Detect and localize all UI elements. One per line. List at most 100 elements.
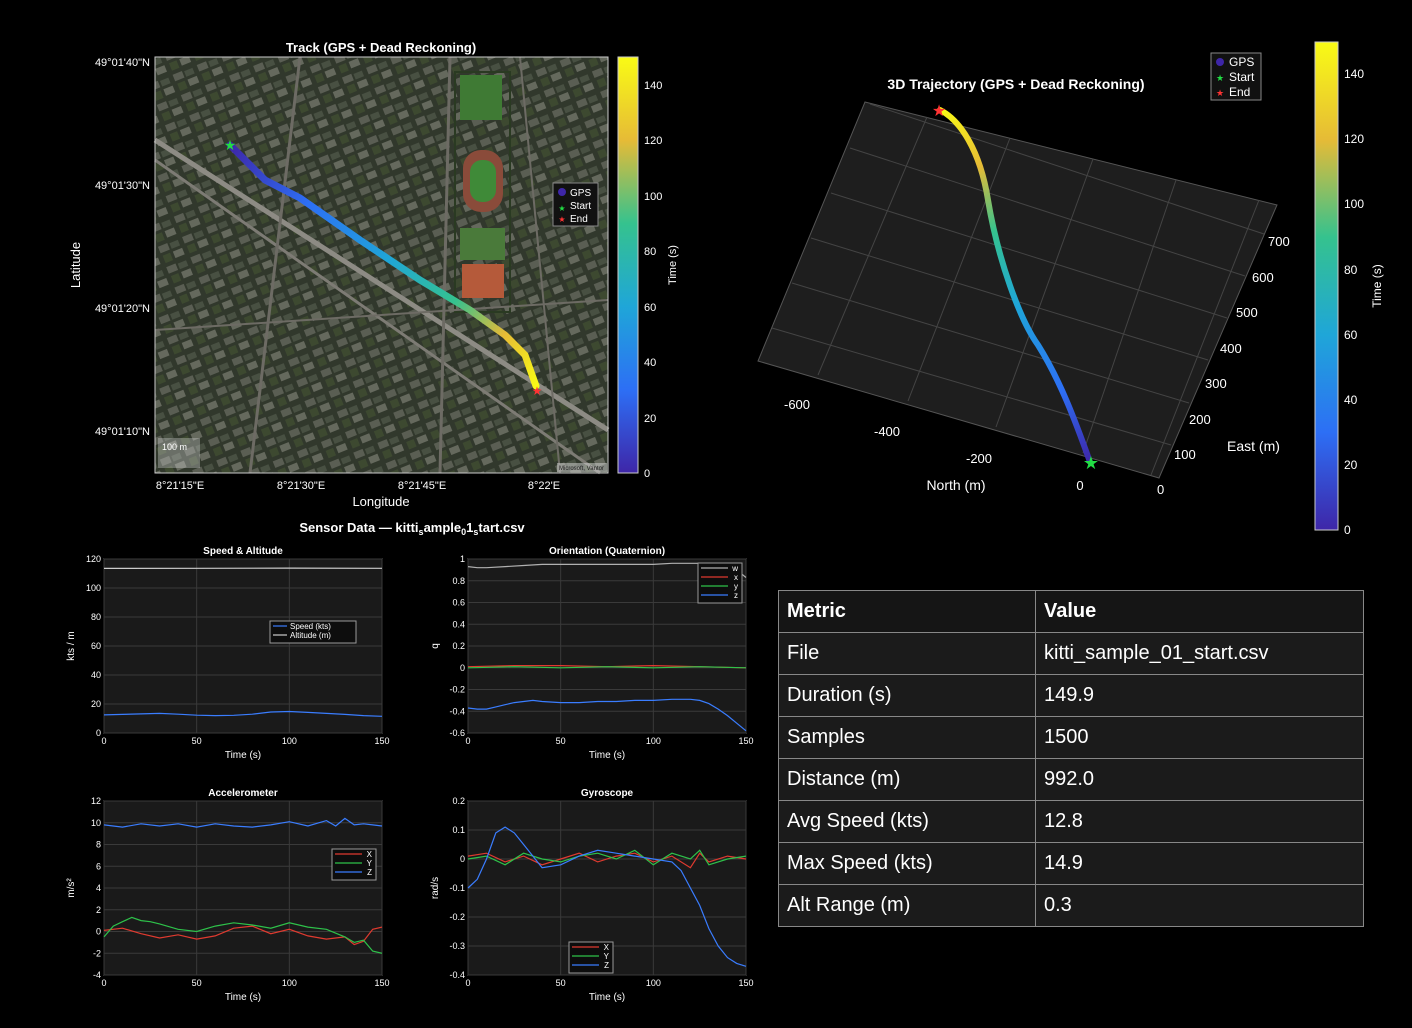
y-tick-label: -0.6: [449, 728, 465, 738]
traj3d-legend: ★ ★ GPS Start End: [1210, 52, 1262, 101]
x-axis-label: Time (s): [589, 992, 625, 1003]
svg-text:40: 40: [1344, 393, 1358, 407]
svg-text:0: 0: [1344, 523, 1351, 537]
y-axis-label: m/s²: [66, 878, 77, 898]
trajectory-3d-axes[interactable]: ★ ★: [757, 101, 1278, 479]
north-tick: -600: [784, 397, 810, 412]
legend-label: Z: [367, 868, 372, 877]
y-tick-label: -0.3: [449, 941, 465, 951]
east-tick: 0: [1157, 482, 1164, 497]
scale-bar: 100 m: [158, 438, 200, 468]
north-tick: -200: [966, 451, 992, 466]
svg-text:120: 120: [1344, 132, 1364, 146]
orientation-chart[interactable]: 0 50 100 150 -0.6 -0.4 -0.2 0 0.2 0.4 0.6 0.8 1 Orien…: [430, 546, 754, 761]
series-line-y: [467, 849, 747, 866]
y-tick-label: 60: [91, 641, 101, 651]
y-tick-label: 0.1: [452, 825, 465, 835]
x-tick-label: 100: [646, 978, 661, 988]
east-tick: 300: [1205, 376, 1227, 391]
legend-label: Y: [604, 952, 610, 961]
y-tick-label: -0.2: [449, 685, 465, 695]
svg-text:★: ★: [1216, 88, 1224, 98]
north-label: North (m): [926, 477, 985, 493]
svg-text:★: ★: [558, 204, 565, 213]
table-row: Duration (s) 149.9: [778, 674, 1364, 717]
x-tick-label: 50: [192, 978, 202, 988]
speed-altitude-chart[interactable]: 0 50 100 150 0 20 40 60 80 100 120 Speed & Altitude…: [66, 546, 390, 761]
y-tick-label: 0.6: [452, 598, 465, 608]
gyroscope-chart[interactable]: 0 50 100 150 -0.4 -0.3 -0.2 -0.1 0 0.1 0.2 Gyroscop…: [430, 788, 754, 1003]
y-tick-label: -0.2: [449, 912, 465, 922]
y-tick-label: -0.4: [449, 970, 465, 980]
series-line-z: [467, 698, 747, 732]
header-value: Value: [1035, 590, 1364, 633]
east-label: East (m): [1227, 438, 1280, 454]
y-tick-label: 1: [460, 554, 465, 564]
legend: XYZ: [331, 848, 377, 881]
series-line-y: [103, 916, 383, 954]
series-line-y: [467, 666, 747, 669]
sensor-title: Sensor Data — kittisample01start.csv: [299, 520, 525, 537]
lon-tick: 8°21'15"E: [156, 480, 204, 492]
y-tick-label: -4: [93, 970, 101, 980]
header-metric: Metric: [778, 590, 1036, 633]
y-tick-label: 0: [96, 927, 101, 937]
svg-text:Time (s): Time (s): [667, 245, 679, 285]
track-ylabel: Latitude: [68, 242, 83, 288]
y-tick-label: 6: [96, 861, 101, 871]
y-tick-label: 40: [91, 670, 101, 680]
traj3d-title: 3D Trajectory (GPS + Dead Reckoning): [887, 76, 1144, 92]
lat-tick: 49°01'30"N: [95, 180, 150, 192]
legend-box: [269, 620, 357, 644]
y-tick-label: 0.4: [452, 619, 465, 629]
y-tick-label: 4: [96, 883, 101, 893]
svg-text:★: ★: [1216, 73, 1224, 83]
lat-tick: 49°01'40"N: [95, 57, 150, 69]
table-row: Avg Speed (kts) 12.8: [778, 800, 1364, 843]
x-axis-label: Time (s): [225, 992, 261, 1003]
series-line-z: [467, 826, 747, 967]
legend-label: Y: [367, 859, 373, 868]
gps-track-line: [226, 141, 540, 390]
x-tick-label: 100: [282, 736, 297, 746]
y-tick-label: 12: [91, 796, 101, 806]
start-marker: ★: [224, 137, 237, 153]
east-tick: 500: [1236, 305, 1258, 320]
series-line-z: [103, 817, 383, 828]
table-header-row: Metric Value: [778, 590, 1364, 633]
east-tick: 100: [1174, 447, 1196, 462]
legend-box: [697, 562, 743, 604]
x-tick-label: 0: [465, 736, 470, 746]
legend-label: Z: [604, 961, 609, 970]
x-tick-label: 0: [465, 978, 470, 988]
x-tick-label: 100: [646, 736, 661, 746]
legend-label: X: [367, 850, 373, 859]
x-tick-label: 100: [282, 978, 297, 988]
y-tick-label: 0.2: [452, 796, 465, 806]
track-legend: ★ ★ GPS Start End: [552, 182, 599, 227]
x-axis-label: Time (s): [589, 750, 625, 761]
metrics-table: Metric Value File kitti_sample_01_start.c…: [778, 590, 1364, 927]
legend-label: z: [734, 591, 738, 600]
legend: XYZ: [568, 941, 614, 974]
svg-text:120: 120: [644, 135, 662, 147]
subplot-title: Orientation (Quaternion): [549, 546, 665, 557]
x-tick-label: 150: [374, 736, 389, 746]
accelerometer-chart[interactable]: 0 50 100 150 -4 -2 0 2 4 6 8 10 12 Accelerometer Time …: [66, 788, 390, 1003]
legend-label: x: [734, 573, 738, 582]
lon-tick: 8°21'45"E: [398, 480, 446, 492]
y-tick-label: 0.8: [452, 576, 465, 586]
subplot-title: Accelerometer: [208, 788, 278, 799]
north-tick: -400: [874, 424, 900, 439]
y-axis-label: rad/s: [430, 877, 441, 899]
satellite-map[interactable]: ★ ★ 100 m Microsoft, Vantor: [153, 56, 610, 475]
subplot-title: Gyroscope: [581, 788, 634, 799]
svg-text:20: 20: [644, 413, 656, 425]
y-tick-label: 0: [96, 728, 101, 738]
y-tick-label: -2: [93, 948, 101, 958]
trajectory-3d-line: [937, 107, 1093, 465]
legend: Speed (kts)Altitude (m): [269, 620, 357, 644]
x-tick-label: 150: [738, 736, 753, 746]
y-tick-label: 80: [91, 612, 101, 622]
